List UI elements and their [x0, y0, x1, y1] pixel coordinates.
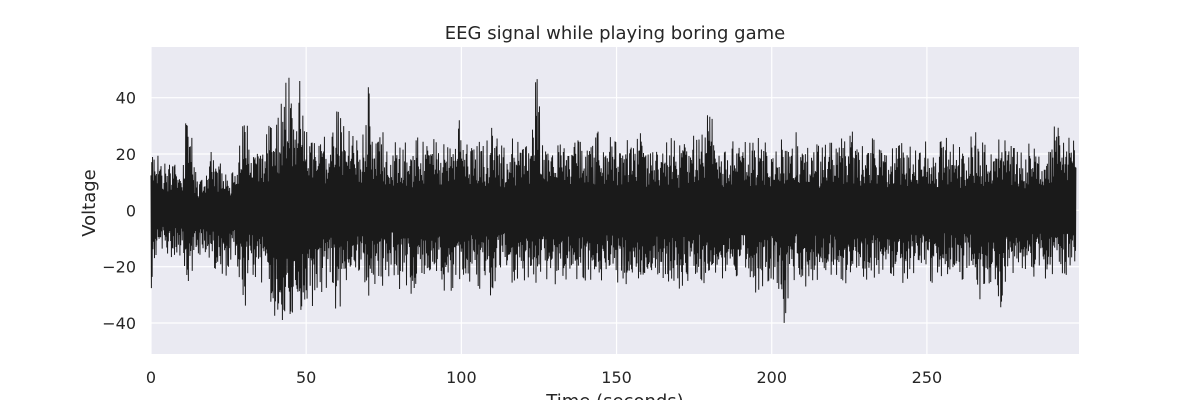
y-tick-label: 0: [126, 201, 136, 220]
x-tick-label: 100: [446, 368, 477, 387]
x-tick-label: 50: [296, 368, 316, 387]
y-axis-label: Voltage: [79, 169, 100, 237]
x-axis-label: Time (seconds): [545, 391, 683, 400]
y-tick-label: 40: [116, 89, 136, 108]
x-tick-label: 250: [912, 368, 943, 387]
chart-title: EEG signal while playing boring game: [445, 23, 785, 44]
x-tick-label: 200: [756, 368, 787, 387]
tick-labels: 0 50 100 150 200 250 −40 −20 0 20 40: [102, 89, 942, 387]
y-tick-label: −20: [102, 258, 136, 277]
y-tick-label: −40: [102, 314, 136, 333]
eeg-signal-line: [150, 77, 1077, 323]
x-tick-label: 150: [601, 368, 632, 387]
y-tick-label: 20: [116, 145, 136, 164]
x-tick-label: 0: [146, 368, 156, 387]
